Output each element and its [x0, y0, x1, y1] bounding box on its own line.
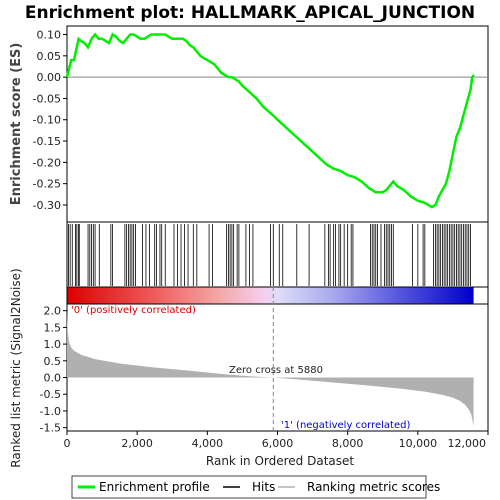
es-y-tick-label: -0.30 — [33, 199, 61, 212]
legend-label-hits: Hits — [252, 480, 275, 494]
hit-marks — [68, 224, 471, 286]
ranking-metric-area — [67, 310, 474, 426]
metric-y-axis: 2.0 1.5 1.0 0.5 0.0 -0.5 -1.0 -1.5 — [40, 305, 67, 435]
enrichment-profile-line — [65, 32, 475, 209]
x-tick-label: 0 — [64, 437, 71, 450]
es-y-tick-label: -0.10 — [33, 114, 61, 127]
es-y-tick-label: -0.15 — [33, 135, 61, 148]
metric-y-tick-label: 1.0 — [44, 338, 62, 351]
x-axis-label: Rank in Ordered Dataset — [206, 454, 354, 468]
x-tick-label: 8,000 — [332, 437, 364, 450]
negative-correlation-label: '1' (negatively correlated) — [281, 420, 410, 431]
x-tick-label: 12,000 — [448, 437, 487, 450]
x-axis: 0 2,000 4,000 6,000 8,000 10,000 12,000 — [64, 431, 489, 450]
x-tick-label: 4,000 — [192, 437, 224, 450]
metric-y-axis-label: Ranked list metric (Signal2Noise) — [9, 268, 23, 467]
es-y-axis: 0.10 0.05 0.00 -0.05 -0.10 -0.15 -0.20 -0.25 -0.… — [33, 29, 67, 212]
x-tick-label: 2,000 — [121, 437, 153, 450]
chart-title: Enrichment plot: HALLMARK_APICAL_JUNCTIO… — [25, 3, 475, 23]
positive-correlation-label: '0' (positively correlated) — [71, 305, 196, 316]
rank-color-bar — [67, 287, 474, 304]
zero-cross-label: Zero cross at 5880 — [229, 365, 323, 376]
es-y-tick-label: -0.25 — [33, 178, 61, 191]
metric-y-tick-label: -1.5 — [40, 422, 61, 435]
metric-y-tick-label: 0.0 — [44, 372, 62, 385]
legend-label-profile: Enrichment profile — [99, 480, 210, 494]
es-plot-area — [66, 25, 489, 223]
x-tick-label: 10,000 — [399, 437, 438, 450]
metric-y-tick-label: 0.5 — [44, 355, 62, 368]
metric-y-tick-label: 1.5 — [44, 321, 62, 334]
metric-y-tick-label: 2.0 — [44, 305, 62, 318]
legend-label-metric: Ranking metric scores — [307, 480, 440, 494]
es-y-tick-label: 0.10 — [37, 29, 62, 42]
metric-y-tick-label: -0.5 — [40, 388, 61, 401]
es-y-tick-label: 0.00 — [37, 71, 62, 84]
legend-box — [71, 475, 427, 499]
metric-y-tick-label: -1.0 — [40, 405, 61, 418]
es-y-tick-label: 0.05 — [37, 50, 62, 63]
es-y-tick-label: -0.20 — [33, 156, 61, 169]
es-y-axis-label: Enrichment score (ES) — [9, 43, 24, 206]
es-y-tick-label: -0.05 — [33, 92, 61, 105]
x-tick-label: 6,000 — [262, 437, 294, 450]
